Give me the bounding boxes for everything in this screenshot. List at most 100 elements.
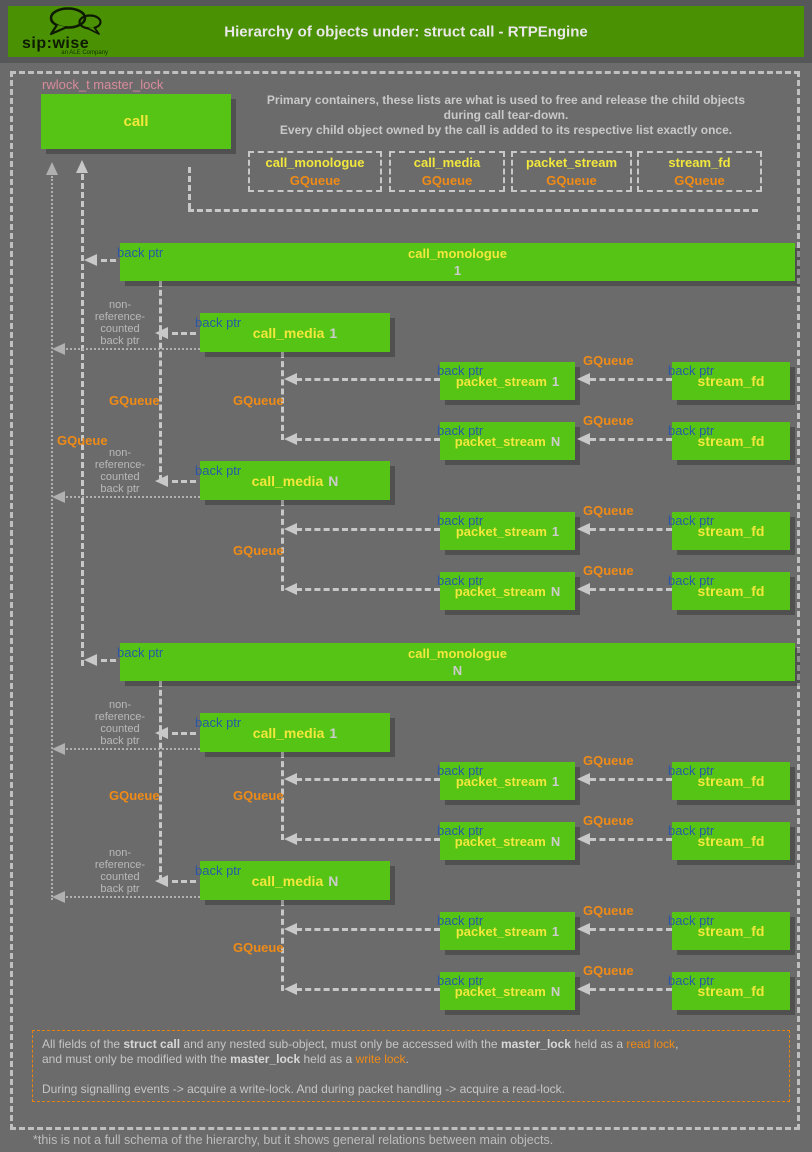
packet-stream-box: packet_stream N [440, 822, 575, 860]
gqueue-line [281, 352, 284, 440]
back-ptr-label: back ptr [437, 913, 484, 928]
nonref-back-ptr-line [55, 748, 200, 750]
note-line: During signalling events -> acquire a wr… [42, 1082, 565, 1096]
gqueue-label: GQueue [57, 433, 108, 448]
note-text: . [405, 1052, 409, 1066]
box-title: packet_stream [455, 923, 547, 939]
gqueue-label: GQueue [109, 393, 160, 408]
header: sip:wise an ALE Company Hierarchy of obj… [8, 6, 804, 57]
queue-legend-call-monologue: call_monologue GQueue [248, 151, 382, 192]
box-title: call_media [252, 724, 325, 741]
box-title: call_media [251, 472, 324, 489]
queue-legend-name: packet_stream [525, 155, 618, 170]
nonref-back-ptr-line [55, 348, 200, 350]
nonref-backptr-line: reference- [94, 711, 146, 723]
gqueue-line [281, 752, 284, 840]
arrow-left-icon [577, 373, 590, 385]
queue-legend-name: stream_fd [668, 155, 731, 170]
back-ptr-line [172, 332, 196, 335]
back-ptr-label: back ptr [437, 823, 484, 838]
box-title: packet_stream [455, 773, 547, 789]
back-ptr-line [172, 480, 196, 483]
arrow-up-icon [76, 160, 88, 173]
nonref-backptr-line: reference- [94, 311, 146, 323]
box-index: N [328, 872, 339, 889]
box-index: N [550, 983, 561, 999]
arrow-left-icon [284, 583, 297, 595]
box-index: 1 [329, 324, 338, 341]
gqueue-line [188, 167, 191, 209]
box-title: stream_fd [697, 583, 765, 599]
back-ptr-line [296, 928, 440, 931]
gqueue-line [159, 681, 162, 881]
gqueue-label: GQueue [233, 393, 284, 408]
gqueue-line [281, 500, 284, 591]
note-box: All fields of the struct call and any ne… [32, 1030, 790, 1102]
stream-fd-box: stream_fd [672, 422, 790, 460]
arrow-left-icon [284, 523, 297, 535]
box-title: call_media [251, 872, 324, 889]
back-ptr-line [590, 928, 672, 931]
back-ptr-line [590, 988, 672, 991]
box-title: packet_stream [455, 373, 547, 389]
box-title: stream_fd [697, 923, 765, 939]
intro-line: during call tear-down. [443, 108, 569, 122]
back-ptr-label: back ptr [668, 823, 715, 838]
note-master-lock: master_lock [230, 1052, 301, 1066]
back-ptr-line [296, 378, 440, 381]
back-ptr-label: back ptr [668, 913, 715, 928]
arrow-up-icon [46, 162, 58, 175]
box-index: N [328, 472, 339, 489]
nonref-backptr-line: back ptr [100, 883, 140, 895]
arrow-left-icon [52, 343, 65, 355]
gqueue-label: GQueue [583, 963, 634, 978]
nonref-backptr-line: reference- [94, 859, 146, 871]
gqueue-label: GQueue [233, 543, 284, 558]
note-line: All fields of the struct call and any ne… [42, 1037, 780, 1052]
box-index: N [550, 433, 561, 449]
box-index: 1 [551, 923, 560, 939]
queue-legend-name: call_media [413, 155, 481, 170]
back-ptr-line [172, 732, 196, 735]
back-ptr-line [172, 880, 196, 883]
arrow-left-icon [155, 475, 168, 487]
back-ptr-line [590, 528, 672, 531]
box-index: 1 [329, 724, 338, 741]
call-media-box: call_media N [200, 861, 390, 900]
back-ptr-line [296, 528, 440, 531]
nonref-backptr-line: counted [100, 471, 140, 483]
packet-stream-box: packet_stream N [440, 572, 575, 610]
gqueue-label: GQueue [233, 940, 284, 955]
nonref-backptr-line: non- [108, 699, 132, 711]
packet-stream-box: packet_stream N [440, 972, 575, 1010]
arrow-left-icon [577, 833, 590, 845]
packet-stream-box: packet_stream 1 [440, 762, 575, 800]
read-lock-link[interactable]: read lock [626, 1037, 676, 1051]
logo-tagline: an ALE Company [61, 50, 108, 56]
box-index: N [452, 663, 463, 678]
nonref-backptr-label: non-reference-counted back ptr [90, 299, 150, 347]
packet-stream-box: packet_stream 1 [440, 512, 575, 550]
intro-line: Every child object owned by the call is … [279, 123, 733, 137]
gqueue-line [159, 281, 162, 481]
back-ptr-line [590, 378, 672, 381]
call-box: call [41, 94, 231, 149]
queue-legend-stream-fd: stream_fd GQueue [637, 151, 762, 192]
nonref-backptr-label: non-reference-counted back ptr [90, 699, 150, 747]
stream-fd-box: stream_fd [672, 762, 790, 800]
back-ptr-label: back ptr [437, 573, 484, 588]
back-ptr-line [590, 838, 672, 841]
note-text: All fields of the [42, 1037, 124, 1051]
note-master-lock: master_lock [500, 1037, 571, 1051]
stream-fd-box: stream_fd [672, 362, 790, 400]
back-ptr-line [296, 838, 440, 841]
queue-legend-type: GQueue [546, 173, 597, 188]
gqueue-line [281, 900, 284, 991]
write-lock-link[interactable]: write lock [355, 1052, 406, 1066]
arrow-left-icon [84, 254, 97, 266]
box-title: call_media [252, 324, 325, 341]
queue-legend-type: GQueue [674, 173, 725, 188]
gqueue-label: GQueue [583, 353, 634, 368]
back-ptr-line [590, 778, 672, 781]
